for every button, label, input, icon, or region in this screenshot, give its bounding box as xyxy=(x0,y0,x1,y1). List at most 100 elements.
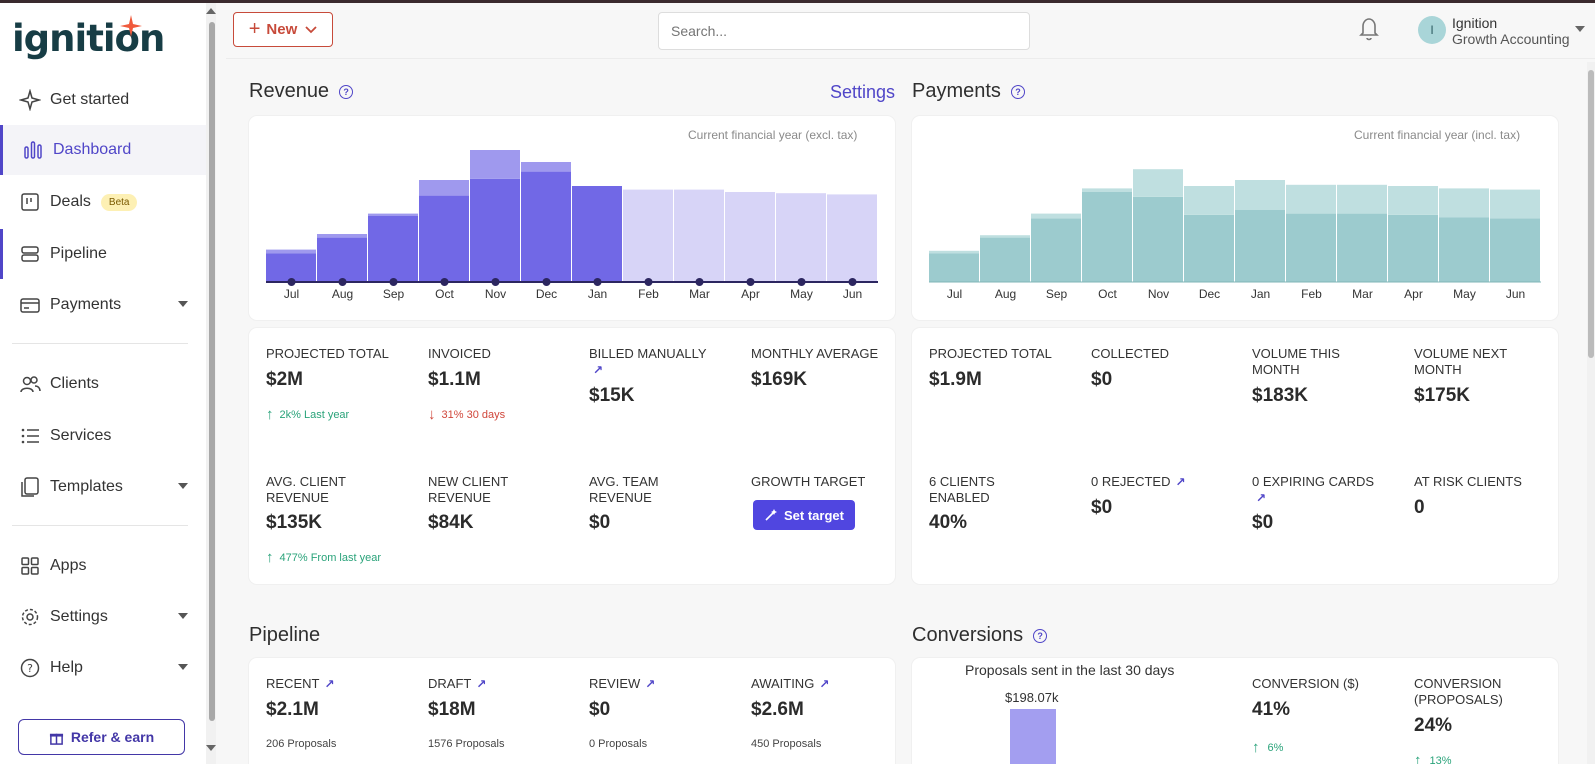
payments-bar-dec-s0[interactable] xyxy=(1184,214,1234,282)
revenue-point-oct[interactable] xyxy=(440,278,449,286)
revenue-point-sep[interactable] xyxy=(389,278,398,286)
payments-bar-may-s1[interactable] xyxy=(1439,188,1489,218)
payments-bar-mar-s1[interactable] xyxy=(1337,184,1387,214)
app-logo[interactable]: ignition xyxy=(12,17,165,60)
sidebar-item-apps[interactable]: Apps xyxy=(0,541,206,591)
revenue-bar-nov-s0[interactable] xyxy=(470,178,520,282)
payments-bar-aug-s0[interactable] xyxy=(980,237,1030,282)
payments-bar-jul-s1[interactable] xyxy=(929,250,979,254)
revenue-point-nov[interactable] xyxy=(491,278,500,286)
payments-bar-nov-s0[interactable] xyxy=(1133,196,1183,282)
revenue-bar-oct-s1[interactable] xyxy=(419,180,469,196)
revenue-bar-aug-s1[interactable] xyxy=(317,234,367,238)
sidebar-item-label: Pipeline xyxy=(50,245,107,262)
sidebar-item-settings[interactable]: Settings xyxy=(0,592,206,642)
avatar[interactable]: I xyxy=(1418,16,1446,44)
metric-label[interactable]: AWAITING ↗ xyxy=(751,676,830,691)
payments-bar-dec-s1[interactable] xyxy=(1184,186,1234,215)
main-scrollbar-thumb[interactable] xyxy=(1588,70,1594,358)
metric-label[interactable]: DRAFT ↗ xyxy=(428,676,487,691)
scroll-down-arrow-icon[interactable] xyxy=(206,745,216,751)
search-input[interactable] xyxy=(658,12,1030,50)
payments-bar-oct-s1[interactable] xyxy=(1082,188,1132,192)
metric-label[interactable]: 0 EXPIRING CARDS ↗ xyxy=(1252,474,1375,505)
revenue-point-jan[interactable] xyxy=(593,278,602,286)
sidebar-item-clients[interactable]: Clients xyxy=(0,359,206,409)
revenue-point-dec[interactable] xyxy=(542,278,551,286)
bell-icon[interactable] xyxy=(1357,16,1381,42)
sidebar-scrollbar-thumb[interactable] xyxy=(209,22,215,721)
revenue-bar-jul-s1[interactable] xyxy=(266,249,316,254)
revenue-bar-dec-s1[interactable] xyxy=(521,162,571,172)
revenue-settings-link[interactable]: Settings xyxy=(830,82,896,102)
external-arrow-icon[interactable]: ↗ xyxy=(593,363,604,377)
metric-label[interactable]: REVIEW ↗ xyxy=(589,676,656,691)
payments-bar-apr-s0[interactable] xyxy=(1388,214,1438,282)
revenue-bar-jan-s0[interactable] xyxy=(572,186,622,282)
revenue-bar-dec-s0[interactable] xyxy=(521,171,571,282)
refer-and-earn-button[interactable]: Refer & earn xyxy=(18,719,185,755)
payments-bar-may-s0[interactable] xyxy=(1439,217,1489,282)
scroll-up-arrow-icon[interactable] xyxy=(206,8,216,14)
payments-bar-jun-s0[interactable] xyxy=(1490,218,1540,282)
payments-bar-jun-s1[interactable] xyxy=(1490,189,1540,219)
revenue-bar-sep-s0[interactable] xyxy=(368,216,418,282)
payments-bar-sep-s0[interactable] xyxy=(1031,218,1081,282)
sidebar-item-get-started[interactable]: Get started xyxy=(0,75,206,125)
revenue-bar-jul-s0[interactable] xyxy=(266,253,316,282)
revenue-bar-mar-s2[interactable] xyxy=(674,189,724,282)
revenue-point-jul[interactable] xyxy=(287,278,296,286)
payments-bar-oct-s0[interactable] xyxy=(1082,192,1132,282)
metric-label[interactable]: RECENT ↗ xyxy=(266,676,335,691)
chevron-down-icon[interactable] xyxy=(1575,26,1585,32)
payments-bar-jul-s0[interactable] xyxy=(929,253,979,282)
revenue-bar-nov-s1[interactable] xyxy=(470,150,520,179)
payments-bar-feb-s0[interactable] xyxy=(1286,213,1336,282)
revenue-bar-aug-s0[interactable] xyxy=(317,237,367,282)
sidebar-item-services[interactable]: Services xyxy=(0,411,206,461)
metric-label[interactable]: BILLED MANUALLY ↗ xyxy=(589,346,707,377)
sidebar-item-deals[interactable]: Deals Beta xyxy=(0,177,206,227)
metric-label[interactable]: 0 REJECTED ↗ xyxy=(1091,474,1186,489)
set-target-button[interactable]: Set target xyxy=(753,500,855,530)
revenue-point-may[interactable] xyxy=(797,278,806,286)
new-button[interactable]: + New xyxy=(233,12,333,47)
external-arrow-icon[interactable]: ↗ xyxy=(1256,491,1267,505)
revenue-bar-may-s2[interactable] xyxy=(776,193,826,282)
sidebar-item-templates[interactable]: Templates xyxy=(0,462,206,512)
sidebar-item-dashboard[interactable]: Dashboard xyxy=(3,125,206,175)
payments-bar-feb-s1[interactable] xyxy=(1286,184,1336,214)
payments-bar-jan-s0[interactable] xyxy=(1235,210,1285,282)
revenue-bar-feb-s2[interactable] xyxy=(623,189,673,282)
external-arrow-icon[interactable]: ↗ xyxy=(476,677,487,691)
payments-bar-aug-s1[interactable] xyxy=(980,235,1030,238)
sidebar-item-help[interactable]: ? Help xyxy=(0,643,206,693)
sidebar-item-payments[interactable]: Payments xyxy=(0,280,206,330)
payments-bar-nov-s1[interactable] xyxy=(1133,169,1183,197)
org-switcher[interactable]: Ignition Growth Accounting xyxy=(1452,15,1570,47)
metric-label: VOLUME THIS MONTH xyxy=(1252,346,1340,377)
revenue-bar-sep-s1[interactable] xyxy=(368,213,418,216)
help-icon[interactable]: ? xyxy=(1033,628,1048,643)
sidebar-item-pipeline[interactable]: Pipeline xyxy=(0,229,206,279)
external-arrow-icon[interactable]: ↗ xyxy=(819,677,830,691)
revenue-point-apr[interactable] xyxy=(746,278,755,286)
revenue-point-feb[interactable] xyxy=(644,278,653,286)
help-icon[interactable]: ? xyxy=(339,84,354,99)
payments-bar-mar-s0[interactable] xyxy=(1337,213,1387,282)
payments-bar-jan-s1[interactable] xyxy=(1235,180,1285,210)
external-arrow-icon[interactable]: ↗ xyxy=(324,677,335,691)
main-scrollbar[interactable] xyxy=(1587,62,1595,764)
revenue-point-mar[interactable] xyxy=(695,278,704,286)
revenue-bar-jun-s2[interactable] xyxy=(827,194,877,282)
revenue-bar-oct-s0[interactable] xyxy=(419,195,469,282)
payments-bar-apr-s1[interactable] xyxy=(1388,186,1438,215)
revenue-point-jun[interactable] xyxy=(848,278,857,286)
external-arrow-icon[interactable]: ↗ xyxy=(1175,475,1186,489)
help-icon[interactable]: ? xyxy=(1010,84,1025,99)
payments-bar-sep-s1[interactable] xyxy=(1031,213,1081,219)
users-icon xyxy=(18,372,42,396)
revenue-point-aug[interactable] xyxy=(338,278,347,286)
external-arrow-icon[interactable]: ↗ xyxy=(645,677,656,691)
revenue-bar-apr-s2[interactable] xyxy=(725,192,775,282)
